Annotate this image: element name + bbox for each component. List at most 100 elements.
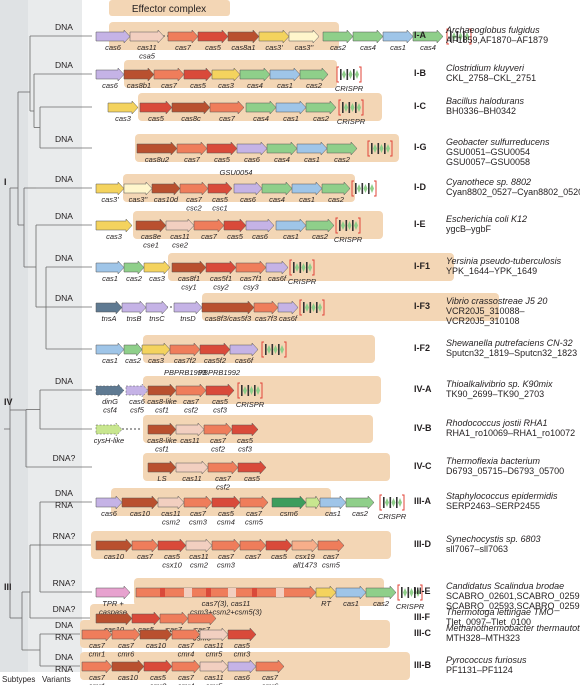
gene-label: cas5	[227, 232, 244, 241]
target-label-rna: RNA	[55, 632, 73, 642]
gene-label: cmr3	[234, 650, 251, 659]
gene-label: tnsA	[101, 314, 116, 323]
effector-box	[202, 293, 499, 321]
gene-label: csx19	[295, 552, 315, 561]
subtype-label: I-F3	[414, 301, 430, 311]
locus-range: Cyan8802_0527–Cyan8802_0520	[446, 187, 580, 197]
gene-arrow	[131, 611, 161, 626]
gene-arrow	[197, 29, 229, 44]
gene-label: csm3	[217, 561, 236, 570]
gene-label: cas5	[138, 625, 155, 634]
target-label: DNA?	[53, 604, 76, 614]
locus-row-III-E: RNA? TPR +caspase cas7(3), cas11csm3+csm2+…	[53, 578, 580, 617]
gene-arrow	[203, 422, 233, 437]
gene-arrow	[171, 260, 207, 275]
locus-range: Tlet_0097–Tlet_0100	[446, 617, 531, 627]
gene-label: cas3''	[295, 43, 314, 52]
effector-box	[143, 335, 375, 363]
gene-arrow	[157, 495, 185, 510]
crispr-array	[338, 99, 364, 116]
gene-label: cas8u2	[145, 155, 170, 164]
crispr-array	[379, 494, 405, 511]
crispr-array	[351, 180, 377, 197]
locus-tag-label: GSU0054	[220, 168, 253, 177]
gene-arrow	[319, 495, 347, 510]
gene-arrow	[233, 181, 263, 196]
gene-label: cas1	[343, 599, 359, 608]
gene-label: cmr4	[178, 650, 195, 659]
gene-label: cas10d	[154, 195, 179, 204]
species-name: Methanothermobacter thermautotrophicus	[446, 623, 580, 633]
locus-range: BH0336–BH0342	[446, 106, 516, 116]
target-label: DNA	[55, 253, 73, 263]
locus-range: CKL_2758–CKL_2751	[446, 73, 536, 83]
gene-label: cas7	[186, 195, 203, 204]
crispr-label: CRISPR	[378, 512, 407, 521]
gene-label: cas6	[234, 673, 251, 682]
subtype-label: I-A	[414, 30, 426, 40]
subtypes-footer-label: Subtypes	[2, 675, 35, 684]
target-label: RNA?	[53, 578, 76, 588]
gene-label: cas8a1	[231, 43, 255, 52]
gene-arrow	[236, 141, 268, 156]
crispr-array	[446, 28, 472, 45]
gene-label: cas6	[105, 43, 122, 52]
gene-label: csf1	[155, 406, 169, 415]
target-label: DNA	[55, 488, 73, 498]
gene-arrow	[317, 538, 345, 553]
gene-label: cas1	[299, 195, 315, 204]
gene-label: cas1	[283, 114, 299, 123]
gene-label: cas5	[212, 195, 229, 204]
gene-arrow	[95, 260, 125, 275]
gene-arrow	[352, 29, 384, 44]
gene-arrow	[199, 659, 229, 674]
locus-row-III-D: RNA?cas10 cas7 cas5csx10cas11csm2cas7csm3c…	[53, 531, 541, 570]
gene-label: cas3	[218, 81, 235, 90]
gene-arrow	[211, 67, 241, 82]
fused-segment	[276, 588, 284, 597]
target-label: RNA?	[53, 531, 76, 541]
gene-label: cas7f1	[240, 274, 262, 283]
gene-arrow	[159, 611, 189, 626]
gene-label: cas11	[137, 43, 156, 52]
species-name: Vibrio crassostreae J5 20	[446, 296, 547, 306]
gene-arrow	[229, 342, 259, 357]
gene-label: cas2	[312, 232, 329, 241]
gene-label: cmr5	[206, 682, 223, 685]
target-label: DNA	[55, 293, 73, 303]
fused-segment	[252, 588, 257, 597]
gene-label: cas11	[182, 474, 201, 483]
gene-label: csm4	[217, 518, 235, 527]
gene-label: cas5	[164, 552, 181, 561]
gene-label: cas8b1	[127, 81, 151, 90]
subtype-label: I-F1	[414, 261, 430, 271]
target-label: DNA	[55, 620, 73, 630]
locus-range: SCABRO_02593,SCABRO_02595	[446, 601, 580, 611]
gene-label: cas6	[102, 81, 119, 90]
gene-label: cas5	[212, 397, 229, 406]
locus-row-III-B: DNARNAcas7cmr1cas10cas5cmr3cas7cmr4cas11…	[55, 652, 527, 685]
gene-label: cas2	[313, 114, 330, 123]
gene-label: cas6	[240, 195, 257, 204]
gene-label: cas3	[149, 274, 166, 283]
gene-arrow	[185, 538, 213, 553]
gene-arrow	[227, 627, 257, 642]
locus-range: GSU0051–GSU0054	[446, 147, 530, 157]
gene-arrow	[382, 29, 414, 44]
target-label: DNA	[55, 22, 73, 32]
gene-label: cas8-like	[147, 436, 177, 445]
gene-label: csf3	[213, 406, 228, 415]
gene-label: all1473	[293, 561, 318, 570]
target-label: DNA	[55, 652, 73, 662]
gene-arrow	[176, 141, 208, 156]
gene-label: cas5	[234, 641, 251, 650]
gene-label: csa5	[139, 52, 156, 61]
subtype-label: III-D	[414, 539, 431, 549]
locus-range: ygcB–ygbF	[446, 224, 492, 234]
gene-arrow	[179, 181, 209, 196]
